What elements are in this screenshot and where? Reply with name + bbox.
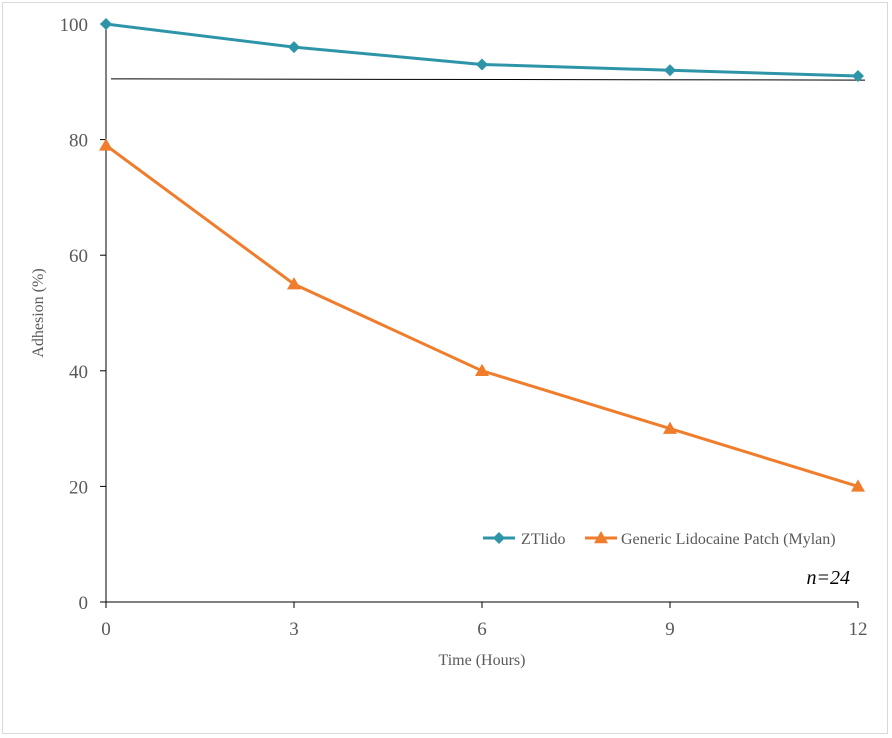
reference-line: [110, 78, 866, 81]
x-tick-label: 9: [665, 619, 675, 640]
series-ztlido: [100, 18, 864, 83]
x-tick-label: 0: [101, 619, 111, 640]
legend-label-ztlido: ZTlido: [521, 531, 565, 548]
legend-label-generic-lidocaine: Generic Lidocaine Patch (Mylan): [621, 531, 836, 548]
y-tick-label: 100: [60, 15, 89, 36]
data-point-generic-lidocaine: [287, 277, 301, 290]
legend-marker-ztlido: [493, 532, 505, 544]
legend: ZTlido Generic Lidocaine Patch (Mylan): [483, 531, 836, 548]
x-axis-title: Time (Hours): [439, 652, 526, 669]
data-point-generic-lidocaine: [663, 421, 677, 434]
y-tick-label: 40: [69, 362, 88, 383]
series-line-generic-lidocaine: [105, 144, 859, 488]
legend-marker-generic-lidocaine: [594, 531, 608, 544]
data-point-ztlido: [476, 58, 488, 71]
data-point-generic-lidocaine: [475, 363, 489, 377]
data-point-ztlido: [664, 64, 676, 77]
y-tick-label: 20: [69, 477, 88, 498]
x-tick-label: 6: [477, 619, 487, 640]
data-point-ztlido: [288, 41, 300, 54]
data-point-generic-lidocaine: [99, 138, 113, 151]
data-point-ztlido: [852, 70, 864, 83]
x-tick-label: 3: [289, 619, 299, 640]
sample-size-annotation: n=24: [807, 567, 851, 589]
data-point-ztlido: [100, 18, 112, 30]
series-generic-lidocaine: [99, 138, 865, 492]
x-tick-label: 12: [849, 619, 868, 640]
y-tick-label: 0: [79, 593, 89, 614]
data-point-generic-lidocaine: [851, 479, 865, 492]
y-tick-label: 80: [69, 131, 88, 152]
axes: 0 20 40 60 80 100 0 3 6 9 12: [60, 15, 868, 640]
y-axis-title: Adhesion (%): [30, 268, 47, 357]
y-tick-label: 60: [69, 246, 88, 267]
series-group: [99, 18, 865, 492]
reference-line-group: [110, 78, 866, 81]
